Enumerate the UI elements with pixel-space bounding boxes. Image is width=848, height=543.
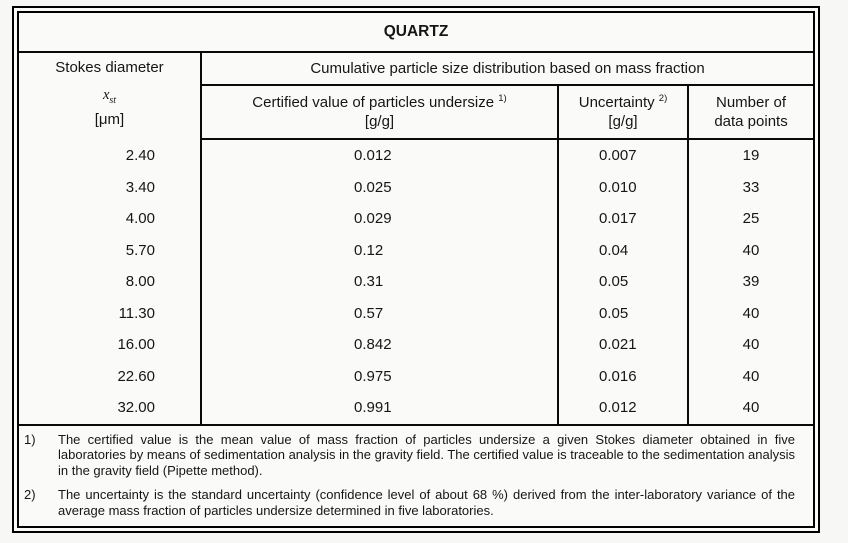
- table-row: 16.00 0.842 0.021 40: [19, 329, 813, 361]
- cell-certified-value: 0.991: [201, 392, 559, 425]
- footnotes-row: 1) The certified value is the mean value…: [19, 423, 814, 527]
- cell-uncertainty: 0.021: [558, 329, 689, 361]
- header-uncertainty: Uncertainty 2) [g/g]: [558, 85, 689, 140]
- cell-stokes-diameter: 22.60: [19, 360, 202, 392]
- cell-stokes-diameter: 3.40: [19, 171, 202, 203]
- table-row: 4.00 0.029 0.017 25: [19, 203, 813, 235]
- certificate-table: QUARTZ Stokes diameter xst [μm] Cumulati…: [12, 6, 820, 534]
- cell-uncertainty: 0.017: [558, 203, 689, 235]
- table-title: QUARTZ: [19, 13, 814, 53]
- table-row: 32.00 0.991 0.012 40: [19, 392, 813, 425]
- cell-data-points: 40: [742, 241, 760, 259]
- cell-certified-value: 0.025: [201, 171, 559, 203]
- stokes-symbol: xst: [19, 83, 200, 107]
- cell-data-points: 40: [742, 304, 760, 322]
- cell-uncertainty: 0.016: [558, 360, 689, 392]
- cell-certified-value: 0.842: [201, 329, 559, 361]
- footnote-2: 2) The uncertainty is the standard uncer…: [19, 487, 807, 518]
- footnote-2-text: The uncertainty is the standard uncertai…: [58, 487, 796, 518]
- footnote-1-text: The certified value is the mean value of…: [58, 431, 796, 478]
- footnote-1-number: 1): [24, 431, 36, 447]
- cell-uncertainty: 0.012: [558, 392, 689, 425]
- count-label-line2: data points: [714, 113, 788, 130]
- cell-stokes-diameter: 11.30: [19, 297, 202, 329]
- cell-uncertainty: 0.010: [558, 171, 689, 203]
- cell-certified-value: 0.57: [201, 297, 559, 329]
- header-row-1: Stokes diameter xst [μm] Cumulative part…: [19, 52, 814, 139]
- cell-data-points: 40: [742, 336, 760, 354]
- uncertainty-label: Uncertainty: [578, 94, 655, 111]
- cell-data-points: 40: [742, 399, 760, 417]
- cell-uncertainty: 0.007: [558, 139, 689, 172]
- cell-stokes-diameter: 2.40: [19, 139, 202, 172]
- table-row: 22.60 0.975 0.016 40: [19, 360, 813, 392]
- cell-uncertainty: 0.04: [558, 234, 689, 266]
- table-row: 2.40 0.012 0.007 19: [19, 139, 813, 172]
- stokes-symbol-sub: st: [109, 94, 117, 106]
- cell-stokes-diameter: 16.00: [19, 329, 202, 361]
- cell-uncertainty: 0.05: [558, 297, 689, 329]
- table-row: 11.30 0.57 0.05 40: [19, 297, 813, 329]
- cell-certified-value: 0.31: [201, 266, 559, 298]
- cell-stokes-diameter: 5.70: [19, 234, 202, 266]
- table-row: 3.40 0.025 0.010 33: [19, 171, 813, 203]
- cell-stokes-diameter: 8.00: [19, 266, 202, 298]
- footnote-ref-1-marker: 1): [498, 93, 507, 104]
- header-cumulative-distribution: Cumulative particle size distribution ba…: [201, 52, 814, 86]
- stokes-unit: [μm]: [94, 111, 125, 128]
- table-row: 8.00 0.31 0.05 39: [19, 266, 813, 298]
- cell-certified-value: 0.975: [201, 360, 559, 392]
- cell-uncertainty: 0.05: [558, 266, 689, 298]
- cell-stokes-diameter: 4.00: [19, 203, 202, 235]
- cell-data-points: 19: [742, 147, 760, 165]
- cell-data-points: 33: [742, 178, 760, 196]
- header-number-of-data-points: Number of data points: [688, 85, 814, 140]
- cell-data-points: 39: [742, 273, 760, 291]
- stokes-diameter-label: Stokes diameter: [55, 59, 164, 76]
- cell-data-points: 25: [742, 210, 760, 228]
- table-row: 5.70 0.12 0.04 40: [19, 234, 813, 266]
- count-label-line1: Number of: [715, 94, 787, 111]
- header-stokes-diameter: Stokes diameter xst [μm]: [19, 52, 202, 139]
- certified-value-unit: [g/g]: [364, 113, 395, 130]
- footnote-2-number: 2): [24, 487, 36, 503]
- cell-stokes-diameter: 32.00: [19, 392, 202, 425]
- uncertainty-unit: [g/g]: [608, 113, 638, 130]
- cell-certified-value: 0.029: [201, 203, 559, 235]
- quartz-data-table: QUARTZ Stokes diameter xst [μm] Cumulati…: [19, 13, 814, 527]
- footnotes-section: 1) The certified value is the mean value…: [19, 423, 814, 527]
- title-row: QUARTZ: [19, 13, 814, 53]
- footnote-ref-2-marker: 2): [658, 93, 668, 104]
- cell-certified-value: 0.12: [201, 234, 559, 266]
- header-row-2: Certified value of particles undersize 1…: [19, 85, 814, 140]
- stokes-symbol-base: x: [102, 87, 110, 103]
- certified-value-label: Certified value of particles undersize: [252, 94, 495, 111]
- footnote-1: 1) The certified value is the mean value…: [19, 432, 807, 479]
- cell-certified-value: 0.012: [201, 139, 559, 172]
- header-certified-value: Certified value of particles undersize 1…: [201, 85, 559, 140]
- cell-data-points: 40: [742, 367, 760, 385]
